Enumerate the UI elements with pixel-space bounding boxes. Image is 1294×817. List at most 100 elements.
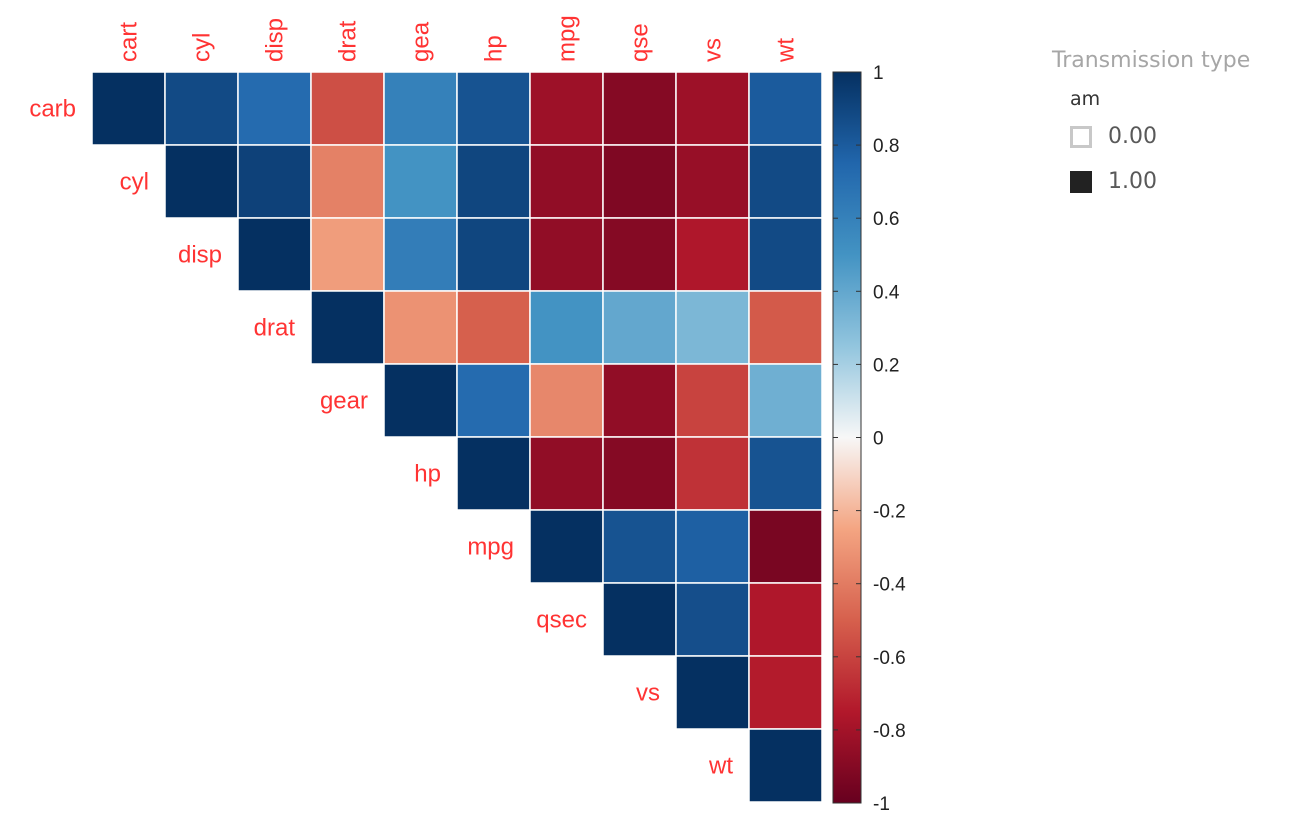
heatmap-cell-drat-vs (675, 290, 750, 365)
heatmap-cell-cyl-mpg (529, 144, 604, 219)
heatmap-cell-cyl-gear (383, 144, 458, 219)
colorbar-tick-label-10: -1 (873, 794, 890, 815)
row-label-gear: gear (320, 388, 368, 415)
legend-item-1[interactable]: 1.00 (1070, 159, 1292, 204)
colorbar-tick-label-7: -0.4 (873, 575, 906, 596)
heatmap-cell-cyl-hp (456, 144, 531, 219)
top-label-hp: hp (481, 35, 508, 62)
heatmap-cell-mpg-vs (675, 509, 750, 584)
heatmap-cell-disp-mpg (529, 217, 604, 292)
heatmap-cell-hp-vs (675, 436, 750, 511)
heatmap-cell-drat-gear (383, 290, 458, 365)
heatmap-cell-carb-mpg (529, 71, 604, 146)
top-label-mpg: mpg (554, 15, 581, 62)
heatmap-cell-carb-carb (91, 71, 166, 146)
row-label-hp: hp (414, 461, 441, 488)
heatmap-cell-mpg-qsec (602, 509, 677, 584)
heatmap-cell-drat-hp (456, 290, 531, 365)
row-label-qsec: qsec (536, 607, 587, 634)
heatmap-cell-carb-cyl (164, 71, 239, 146)
heatmap-cell-vs-vs (675, 655, 750, 730)
legend-title: Transmission type (1052, 48, 1251, 73)
heatmap-cell-drat-drat (310, 290, 385, 365)
top-label-cyl: cyl (189, 33, 216, 62)
heatmap-cell-disp-hp (456, 217, 531, 292)
colorbar-tick-label-1: 0.8 (873, 136, 899, 157)
colorbar-tick-label-5: 0 (873, 429, 884, 450)
heatmap-cell-wt-wt (748, 728, 823, 803)
heatmap-cell-gear-qsec (602, 363, 677, 438)
heatmap-cell-drat-qsec (602, 290, 677, 365)
row-label-carb: carb (29, 96, 76, 123)
colorbar-ticks: 1 0.8 0.6 0.4 0.2 0 -0.2 -0.4 -0.6 -0.8 -1 (833, 63, 906, 815)
row-label-vs: vs (636, 680, 660, 707)
row-label-wt: wt (708, 753, 733, 780)
heatmap-cell-carb-hp (456, 71, 531, 146)
heatmap-cell-qsec-qsec (602, 582, 677, 657)
legend: Transmission type am 0.00 1.00 (1052, 44, 1292, 204)
colorbar-tick-label-6: -0.2 (873, 502, 906, 523)
heatmap-cell-qsec-wt (748, 582, 823, 657)
heatmap-cell-hp-hp (456, 436, 531, 511)
legend-item-0[interactable]: 0.00 (1070, 114, 1292, 159)
heatmap-cell-disp-wt (748, 217, 823, 292)
heatmap-cell-mpg-wt (748, 509, 823, 584)
colorbar-tick-label-9: -0.8 (873, 721, 906, 742)
top-label-qsec: qse (627, 23, 654, 62)
colorbar-tick-label-2: 0.6 (873, 209, 899, 230)
heatmap-cell-carb-vs (675, 71, 750, 146)
row-label-cyl: cyl (120, 169, 149, 196)
heatmap-cell-gear-wt (748, 363, 823, 438)
colorbar-tick-label-8: -0.6 (873, 648, 906, 669)
heatmap-cell-vs-wt (748, 655, 823, 730)
top-label-gear: gea (408, 21, 435, 62)
top-label-drat: drat (335, 20, 362, 62)
colorbar-tick-label-4: 0.2 (873, 355, 899, 376)
legend-swatch-0 (1070, 125, 1092, 148)
heatmap-cell-carb-disp (237, 71, 312, 146)
row-label-mpg: mpg (467, 534, 514, 561)
top-label-vs: vs (700, 38, 727, 62)
heatmap-cell-gear-gear (383, 363, 458, 438)
heatmap-cell-hp-wt (748, 436, 823, 511)
heatmap-cell-carb-drat (310, 71, 385, 146)
top-label-disp: disp (262, 18, 289, 62)
heatmap-cell-cyl-cyl (164, 144, 239, 219)
colorbar-tick-label-3: 0.4 (873, 282, 900, 303)
top-label-wt: wt (773, 38, 800, 63)
heatmap-cell-disp-disp (237, 217, 312, 292)
row-label-disp: disp (178, 242, 222, 269)
colorbar-tick-label-0: 1 (873, 63, 884, 84)
legend-label-1: 1.00 (1108, 169, 1157, 194)
heatmap-cell-disp-qsec (602, 217, 677, 292)
heatmap-cell-cyl-vs (675, 144, 750, 219)
heatmap-cell-gear-mpg (529, 363, 604, 438)
heatmap-cell-disp-gear (383, 217, 458, 292)
row-labels: carb cyl disp drat gear hp mpg qsec vs wt (29, 96, 733, 780)
top-label-carb: cart (116, 22, 143, 62)
legend-subtitle: am (1070, 88, 1101, 110)
heatmap-cells (91, 71, 823, 803)
heatmap-cell-carb-qsec (602, 71, 677, 146)
heatmap-cell-cyl-qsec (602, 144, 677, 219)
heatmap-cell-drat-mpg (529, 290, 604, 365)
heatmap-cell-carb-gear (383, 71, 458, 146)
heatmap-cell-gear-vs (675, 363, 750, 438)
top-labels: cart cyl disp drat gea hp mpg qse vs wt (116, 15, 800, 63)
heatmap-cell-hp-qsec (602, 436, 677, 511)
heatmap-cell-cyl-disp (237, 144, 312, 219)
heatmap-cell-cyl-wt (748, 144, 823, 219)
heatmap-cell-disp-drat (310, 217, 385, 292)
legend-label-0: 0.00 (1108, 124, 1157, 149)
heatmap-cell-drat-wt (748, 290, 823, 365)
heatmap-cell-gear-hp (456, 363, 531, 438)
heatmap-cell-carb-wt (748, 71, 823, 146)
heatmap-cell-hp-mpg (529, 436, 604, 511)
heatmap-cell-qsec-vs (675, 582, 750, 657)
heatmap-cell-cyl-drat (310, 144, 385, 219)
heatmap-cell-disp-vs (675, 217, 750, 292)
legend-swatch-1 (1070, 170, 1092, 193)
row-label-drat: drat (254, 315, 296, 342)
heatmap-cell-mpg-mpg (529, 509, 604, 584)
